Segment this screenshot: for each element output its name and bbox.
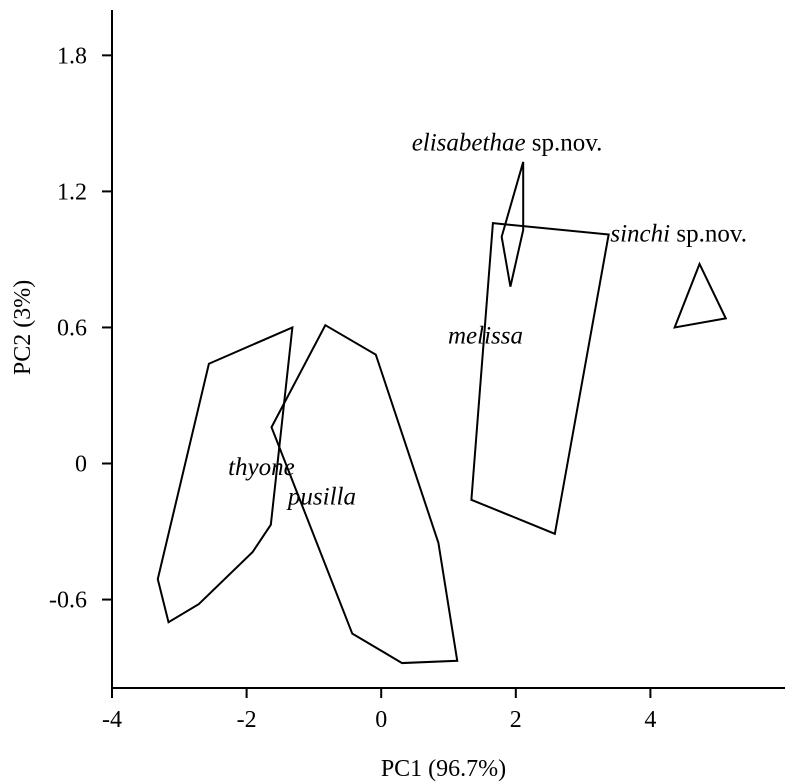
group-label-part-melissa-0: melissa (448, 322, 523, 349)
polygon-layer (156, 161, 728, 665)
group-label-thyone: thyone (228, 454, 295, 481)
x-tick-label-3: 2 (510, 707, 522, 733)
group-polygon-elisabethae-sp-nov (500, 161, 525, 287)
group-polygon-melissa (470, 222, 610, 536)
y-tick-label-3: 1.2 (57, 179, 87, 205)
group-label-part-thyone-0: thyone (228, 454, 295, 481)
y-tick-label-0: -0.6 (49, 588, 87, 614)
x-tick-label-2: 0 (375, 707, 387, 733)
group-label-part-pusilla-0: pusilla (286, 483, 356, 510)
group-polygon-pusilla (270, 323, 459, 665)
group-label-part-elisabethae-sp-nov-0: elisabethae (412, 130, 526, 157)
x-ticks: -4 -2 0 2 4 (102, 688, 656, 733)
x-tick-label-0: -4 (102, 707, 122, 733)
y-tick-label-2: 0.6 (57, 315, 87, 341)
axes-layer: -4 -2 0 2 4 -0.6 0 0.6 1.2 1.8 (49, 10, 785, 733)
group-label-melissa: melissa (448, 322, 523, 349)
group-polygon-sinchi-sp-nov (673, 261, 728, 329)
y-axis-title: PC2 (3%) (10, 280, 36, 375)
x-tick-label-4: 4 (644, 707, 656, 733)
group-label-part-sinchi-sp-nov-0: sinchi (610, 220, 670, 247)
group-polygon-thyone (156, 325, 294, 624)
y-ticks: -0.6 0 0.6 1.2 1.8 (49, 43, 112, 614)
y-tick-label-4: 1.8 (57, 43, 87, 69)
y-tick-label-1: 0 (75, 452, 87, 478)
group-label-part-elisabethae-sp-nov-1: sp.nov. (526, 130, 603, 157)
x-tick-label-1: -2 (237, 707, 257, 733)
group-label-pusilla: pusilla (286, 483, 356, 510)
group-label-sinchi-sp-nov: sinchi sp.nov. (610, 220, 747, 247)
group-label-part-sinchi-sp-nov-1: sp.nov. (670, 220, 747, 247)
x-axis-title: PC1 (96.7%) (381, 756, 506, 782)
group-label-elisabethae-sp-nov: elisabethae sp.nov. (412, 130, 603, 157)
